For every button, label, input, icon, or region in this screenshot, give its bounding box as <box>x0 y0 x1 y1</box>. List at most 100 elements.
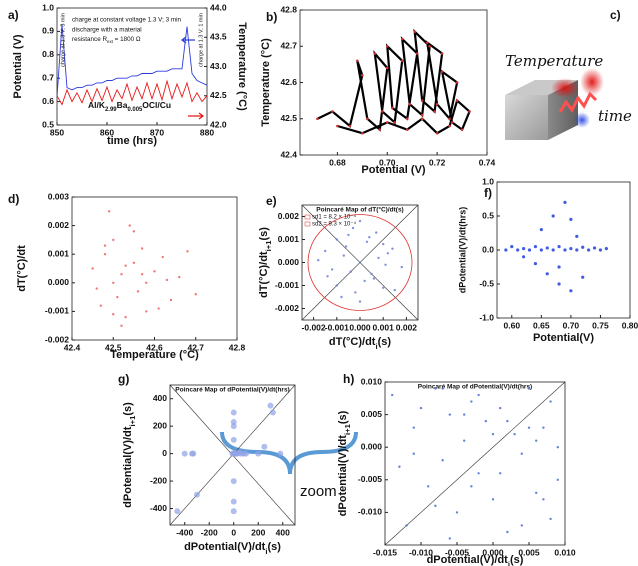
point <box>349 270 352 273</box>
point <box>112 238 115 242</box>
point <box>103 244 107 247</box>
x-tick-label: 0.001 <box>373 322 395 332</box>
point <box>330 268 334 271</box>
point <box>140 247 144 250</box>
y-tick-label: -0.005 <box>358 474 382 484</box>
point <box>107 210 111 213</box>
y-tick-label: 42.4 <box>280 149 297 159</box>
y-tick-label: 1.0 <box>42 2 54 12</box>
marker <box>450 121 454 124</box>
point <box>372 277 376 280</box>
panel-label: c) <box>610 8 621 22</box>
y-tick-label: 0.9 <box>42 26 54 36</box>
point <box>581 275 585 279</box>
marker <box>400 59 404 63</box>
cold-glow <box>574 112 590 128</box>
marker <box>361 73 364 77</box>
panel-label: g) <box>118 372 129 386</box>
marker <box>420 117 424 121</box>
x-tick-label: 0.65 <box>533 320 550 330</box>
point <box>120 324 123 327</box>
point <box>169 298 173 302</box>
marker <box>361 131 364 135</box>
point <box>368 236 371 239</box>
marker <box>420 99 424 102</box>
y-tick-label: -0.010 <box>358 507 382 517</box>
point <box>563 200 567 204</box>
subscript: ext <box>107 39 114 44</box>
point <box>557 265 561 269</box>
subscript: i+1 <box>264 240 273 252</box>
point <box>326 275 329 278</box>
point <box>527 248 532 252</box>
text-part: (s) <box>122 402 134 416</box>
point <box>545 246 549 250</box>
point <box>153 270 156 273</box>
plot-frame <box>71 196 238 341</box>
y-tick-label: 42.6 <box>280 77 297 87</box>
y-tick-label: 0.000 <box>48 277 70 287</box>
subscript: i <box>375 342 377 351</box>
point <box>347 233 350 237</box>
y-tick-label: -200 <box>150 475 167 485</box>
point <box>351 226 355 230</box>
subscript: i <box>508 560 510 566</box>
y-tick-label: -0.002 <box>275 303 299 313</box>
point <box>194 293 197 296</box>
x-tick-label: 860 <box>100 127 114 137</box>
text-part: dPotential(V)/dt <box>337 435 349 517</box>
marker <box>378 128 382 131</box>
point <box>539 248 543 252</box>
point <box>229 450 236 457</box>
point <box>230 478 237 485</box>
point <box>463 439 466 442</box>
point <box>335 284 338 287</box>
marker <box>460 128 464 131</box>
y2-tick-label: 42.5 <box>210 90 227 100</box>
point <box>393 288 396 292</box>
point <box>575 248 579 252</box>
point <box>398 465 401 468</box>
chart-title: Poincaré Map of dPotential(V)/dt(hrs) <box>418 384 532 391</box>
point <box>470 485 473 488</box>
marker <box>316 117 319 121</box>
diagram-label: time <box>598 107 632 125</box>
y-tick-label: 0.002 <box>278 211 300 221</box>
point <box>255 450 262 457</box>
point <box>441 387 444 390</box>
text-part: dPotential(V)/dt <box>184 541 266 553</box>
marker <box>400 37 404 41</box>
point <box>569 217 573 221</box>
point <box>556 478 559 481</box>
marker <box>408 102 412 106</box>
y2-tick-label: 43.0 <box>210 61 227 71</box>
point <box>441 459 444 462</box>
y-tick-label: -0.002 <box>45 334 69 344</box>
subscript: i+1 <box>343 423 352 435</box>
diagonal <box>384 381 566 546</box>
y-tick-label: 42.5 <box>280 113 297 123</box>
sd-ellipse <box>307 214 413 311</box>
point <box>491 432 495 436</box>
x-axis-label: dT(°C)/dti(s) <box>329 336 391 351</box>
subscript: i+1 <box>128 415 137 427</box>
legend-entry: sd2 = 9.3 × 10⁻⁴ <box>312 221 357 228</box>
marker <box>420 113 424 117</box>
point <box>448 537 451 540</box>
point <box>470 400 473 403</box>
y2-axis-label: Temperature (°C) <box>236 22 248 111</box>
point <box>161 255 164 259</box>
point <box>542 498 545 501</box>
annotation: resistance Rext = 1800 Ω <box>72 36 141 44</box>
point <box>535 491 538 495</box>
x-tick-label: 200 <box>251 527 265 537</box>
point <box>581 245 585 249</box>
text-part: (s) <box>258 227 270 241</box>
x-axis-label: dPotential(V)/dti(s) <box>184 541 281 556</box>
panel-label: h) <box>343 372 354 386</box>
legend-entry: sd1 = 8.2 × 10⁻⁴ <box>312 214 357 221</box>
panel-label: e) <box>266 194 277 208</box>
point <box>103 253 107 256</box>
x-tick-label: 850 <box>50 127 64 137</box>
x-tick-label: 0.75 <box>592 320 609 330</box>
